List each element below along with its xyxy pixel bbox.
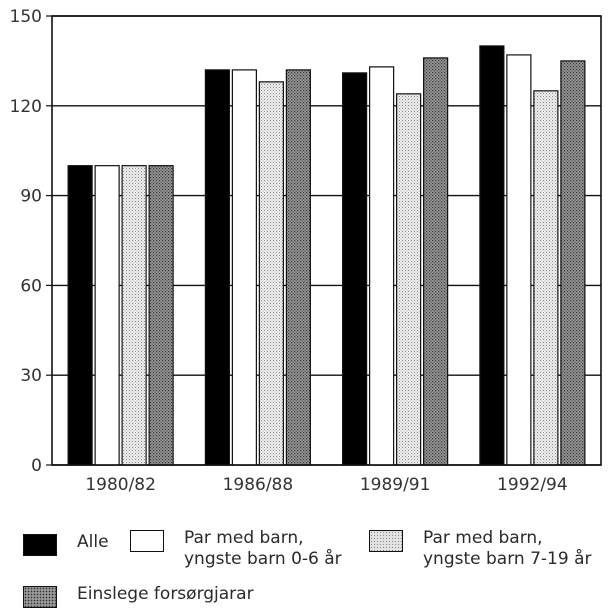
- legend-label-par-0-6: Par med barn, yngste barn 0-6 år: [184, 528, 342, 569]
- bar-1986-88-series-0: [204, 69, 230, 466]
- legend-item-par-7-19: Par med barn, yngste barn 7-19 år: [369, 528, 591, 570]
- bar-1989-91-series-3: [423, 57, 449, 466]
- legend-item-par-0-6: Par med barn, yngste barn 0-6 år: [130, 528, 342, 570]
- bar-1980-82-series-1: [94, 165, 120, 466]
- y-tick-label: 90: [20, 187, 42, 207]
- bar-1980-82-series-2: [121, 165, 147, 466]
- bars: [67, 45, 586, 466]
- legend-swatch-par-0-6: [130, 530, 164, 552]
- legend-swatch-par-7-19: [369, 530, 403, 552]
- legend-label-par-7-19: Par med barn, yngste barn 7-19 år: [423, 528, 592, 569]
- bar-1986-88-series-3: [285, 69, 311, 466]
- bar-1986-88-series-2: [258, 81, 284, 466]
- y-tick-label: 150: [10, 7, 42, 27]
- bar-1992-94-series-3: [560, 60, 586, 466]
- bar-1989-91-series-1: [369, 66, 395, 466]
- axes: 0 30 60 90 120 150 1980/82 1986/88 1989/91 1992/9…: [10, 7, 602, 495]
- bar-1992-94-series-0: [479, 45, 505, 466]
- y-tick-label: 0: [31, 456, 42, 476]
- y-tick-label: 30: [20, 366, 42, 386]
- x-tick-label: 1989/91: [360, 475, 431, 495]
- x-tick-label: 1986/88: [223, 475, 294, 495]
- x-tick-label: 1980/82: [85, 475, 156, 495]
- legend-item-alle: Alle: [23, 532, 109, 556]
- legend-label-einslege: Einslege forsørgjarar: [77, 584, 254, 604]
- bar-1992-94-series-1: [506, 54, 532, 466]
- plot-frame: [51, 15, 602, 466]
- legend-swatch-einslege: [23, 586, 57, 608]
- bar-1992-94-series-2: [533, 90, 559, 466]
- legend-label-alle: Alle: [77, 532, 109, 552]
- legend-item-einslege: Einslege forsørgjarar: [23, 584, 254, 608]
- y-tick-label: 120: [10, 97, 42, 117]
- y-tick-label: 60: [20, 276, 42, 296]
- bar-1986-88-series-1: [231, 69, 257, 466]
- legend-swatch-alle: [23, 534, 57, 556]
- x-tick-label: 1992/94: [497, 475, 568, 495]
